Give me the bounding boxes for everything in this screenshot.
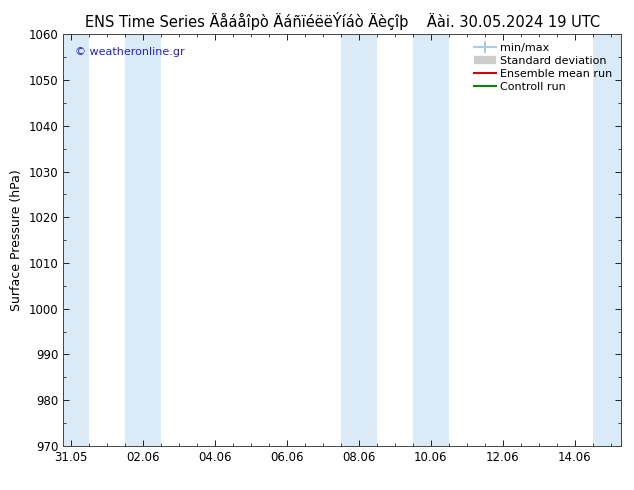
Bar [340,34,377,446]
Y-axis label: Surface Pressure (hPa): Surface Pressure (hPa) [10,169,23,311]
Text: ENS Time Series Äåáåîpò ÄáñïéëëÝíáò Äèçîþ    Äài. 30.05.2024 19 UTC: ENS Time Series Äåáåîpò ÄáñïéëëÝíáò Äèçî… [85,12,600,30]
Bar [125,34,160,446]
Bar [413,34,448,446]
Legend: min/max, Standard deviation, Ensemble mean run, Controll run: min/max, Standard deviation, Ensemble me… [470,40,616,95]
Bar [593,34,621,446]
Bar [63,34,89,446]
Text: © weatheronline.gr: © weatheronline.gr [75,47,184,57]
